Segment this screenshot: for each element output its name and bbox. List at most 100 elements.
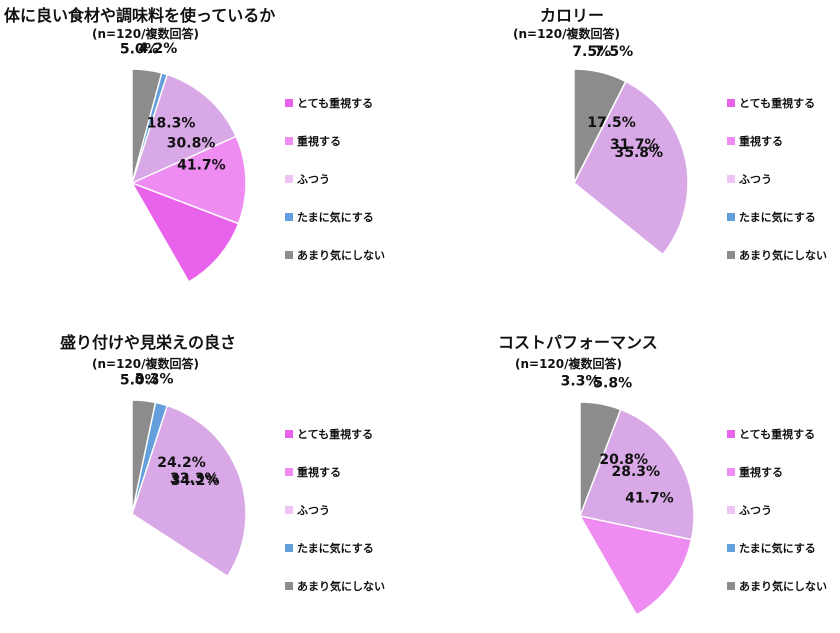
legend-swatch [285, 582, 293, 590]
legend-label: たまに気にする [739, 211, 816, 224]
slice-label: 31.7% [610, 137, 659, 153]
slice-label: 5.0% [120, 373, 159, 389]
legend-item-normal: ふつう [727, 160, 827, 198]
legend-label: とても重視する [739, 97, 816, 110]
legend-label: あまり気にしない [739, 580, 827, 593]
legend-swatch [727, 137, 735, 145]
legend-item-not-care: あまり気にしない [727, 236, 827, 274]
pie-labels: 20.8% 41.7% 28.3% 3.3%5.8% [561, 374, 674, 507]
chart-panel-cost-performance: コストパフォーマンス (n=120/複数回答) 20.8% 41.7% 28.3% 3… [420, 316, 840, 632]
legend-swatch [727, 582, 735, 590]
legend-swatch [285, 251, 293, 259]
legend-label: たまに気にする [297, 542, 374, 555]
legend-label: ふつう [297, 173, 330, 186]
legend-swatch [727, 99, 735, 107]
legend-swatch [727, 506, 735, 514]
legend-swatch [285, 175, 293, 183]
slice-not-care [131, 399, 157, 515]
legend-label: ふつう [739, 173, 772, 186]
chart-panel-calorie: カロリー (n=120/複数回答) 17.5% 31.7% 35.8% 7.5% 7.5… [420, 0, 840, 316]
legend-swatch [285, 137, 293, 145]
pie-slices [579, 401, 695, 617]
legend-swatch [285, 99, 293, 107]
slice-not-care [131, 68, 163, 184]
legend-item-very-important: とても重視する [285, 84, 385, 122]
chart-subtitle: (n=120/複数回答) [92, 27, 199, 41]
legend: とても重視する 重視する ふつう たまに気にする あまり気にしない [285, 415, 385, 605]
slice-label: 18.3% [147, 116, 196, 132]
legend-swatch [727, 175, 735, 183]
pie-labels: 41.7% 30.8% 18.3% 5.0%4.2% [120, 41, 226, 173]
legend-label: 重視する [297, 466, 341, 479]
legend-label: 重視する [739, 135, 783, 148]
legend-swatch [727, 468, 735, 476]
pie-labels: 17.5% 31.7%35.8% 7.5%7.5% [572, 44, 663, 161]
slice-not-care [579, 401, 622, 517]
slice-label: 41.7% [177, 158, 226, 174]
legend-item-not-care: あまり気にしない [285, 236, 385, 274]
slice-label: 7.5% [572, 44, 611, 60]
legend-item-very-important: とても重視する [727, 84, 827, 122]
legend-item-normal: ふつう [727, 491, 827, 529]
chart-title: カロリー [540, 6, 605, 25]
legend-label: あまり気にしない [297, 249, 385, 262]
legend-label: 重視する [739, 466, 783, 479]
legend-swatch [285, 430, 293, 438]
pie-chart: 41.7% 30.8% 18.3% 5.0%4.2% [120, 41, 247, 283]
slice-label: 5.8% [593, 375, 632, 391]
legend-item-important: 重視する [285, 453, 385, 491]
legend-swatch [285, 468, 293, 476]
legend-item-important: 重視する [285, 122, 385, 160]
legend-label: たまに気にする [739, 542, 816, 555]
legend: とても重視する 重視する ふつう たまに気にする あまり気にしない [727, 84, 827, 274]
slice-label: 24.2% [157, 455, 206, 471]
pie-chart: 20.8% 41.7% 28.3% 3.3%5.8% [561, 374, 695, 617]
pie-chart: 17.5% 31.7%35.8% 7.5%7.5% [572, 44, 689, 256]
legend-label: ふつう [297, 504, 330, 517]
chart-title: 盛り付けや見栄えの良さ [60, 333, 237, 352]
legend-swatch [285, 213, 293, 221]
pie-labels: 24.2%33.3%34.2% 5.0%3.3% [120, 372, 220, 489]
legend-item-sometimes: たまに気にする [727, 529, 827, 567]
legend-swatch [727, 251, 735, 259]
chart-subtitle: (n=120/複数回答) [92, 357, 199, 371]
legend-label: 重視する [297, 135, 341, 148]
slice-label: 7.5% [594, 44, 633, 60]
legend-item-very-important: とても重視する [285, 415, 385, 453]
slice-label: 35.8% [615, 145, 664, 161]
slice-label: 30.8% [167, 135, 216, 151]
chart-title: 体に良い食材や調味料を使っているか [4, 6, 276, 25]
legend-label: たまに気にする [297, 211, 374, 224]
chart-title: コストパフォーマンス [498, 333, 658, 352]
legend-label: あまり気にしない [739, 249, 827, 262]
legend-item-normal: ふつう [285, 160, 385, 198]
pie-slices [131, 399, 247, 578]
legend-swatch [727, 544, 735, 552]
slice-not-care [573, 68, 627, 184]
slice-label: 20.8% [599, 452, 648, 468]
legend-item-sometimes: たまに気にする [285, 198, 385, 236]
slice-label: 4.2% [138, 41, 177, 57]
legend-swatch [727, 213, 735, 221]
legend-label: とても重視する [297, 428, 374, 441]
slice-label: 17.5% [587, 115, 636, 131]
pie-chart: 24.2%33.3%34.2% 5.0%3.3% [120, 372, 247, 578]
legend-item-not-care: あまり気にしない [285, 567, 385, 605]
slice-label: 41.7% [625, 491, 674, 507]
legend-swatch [285, 506, 293, 514]
slice-label: 28.3% [612, 464, 661, 480]
legend: とても重視する 重視する ふつう たまに気にする あまり気にしない [727, 415, 827, 605]
pie-slices [131, 68, 247, 283]
legend-swatch [727, 430, 735, 438]
legend-label: とても重視する [739, 428, 816, 441]
pie-slices [573, 68, 689, 256]
chart-panel-health: 体に良い食材や調味料を使っているか (n=120/複数回答) 41.7% 30.8… [0, 0, 420, 316]
chart-subtitle: (n=120/複数回答) [513, 27, 620, 41]
legend-swatch [285, 544, 293, 552]
chart-panel-presentation: 盛り付けや見栄えの良さ (n=120/複数回答) 24.2% 33.3% 34.2%… [0, 316, 420, 632]
legend-item-very-important: とても重視する [727, 415, 827, 453]
legend-item-important: 重視する [727, 122, 827, 160]
slice-label: 33.3% [170, 471, 219, 487]
legend: とても重視する 重視する ふつう たまに気にする あまり気にしない [285, 84, 385, 274]
slice-label: 3.3% [561, 374, 600, 390]
